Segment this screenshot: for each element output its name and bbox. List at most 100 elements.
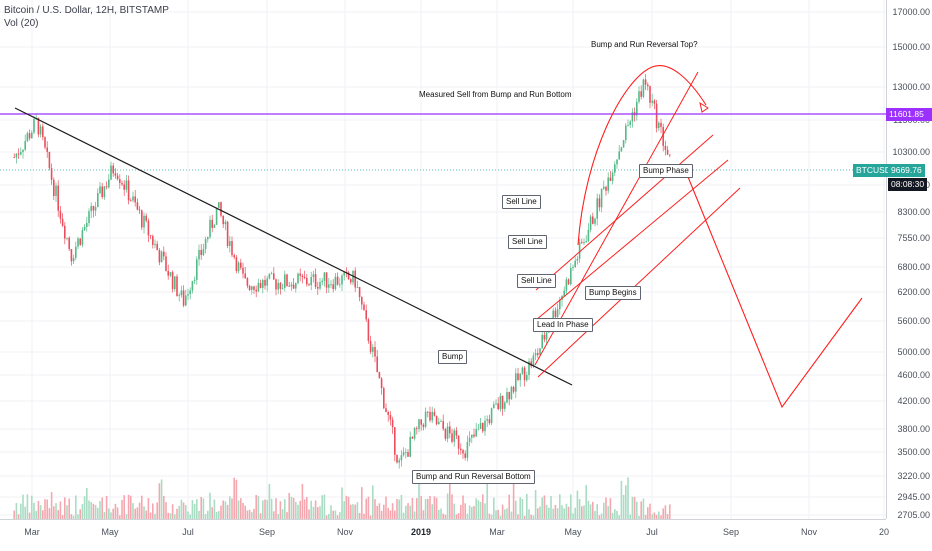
candle-body bbox=[224, 221, 227, 225]
candle-body bbox=[39, 126, 42, 135]
volume-bar bbox=[147, 498, 150, 519]
chart-svg[interactable] bbox=[0, 0, 886, 519]
volume-bar bbox=[321, 495, 324, 519]
channel-line-3[interactable] bbox=[535, 159, 729, 321]
volume-bar bbox=[273, 511, 275, 519]
volume-bar bbox=[149, 512, 152, 519]
annotation-lead-in-phase[interactable]: Lead In Phase bbox=[533, 318, 593, 332]
time-tick-label: Sep bbox=[258, 527, 276, 537]
volume-bar bbox=[354, 504, 357, 519]
annotation-sell-line-3[interactable]: Sell Line bbox=[517, 274, 556, 288]
volume-bar bbox=[332, 510, 335, 519]
candle-body bbox=[88, 211, 90, 224]
candle-body bbox=[167, 271, 170, 276]
candle-body bbox=[116, 175, 119, 180]
candle-body bbox=[391, 419, 394, 428]
channel-line-1[interactable] bbox=[534, 71, 699, 366]
grid bbox=[0, 0, 886, 519]
channel-line-4[interactable] bbox=[537, 187, 741, 378]
volume-bar bbox=[519, 497, 522, 519]
candle-body bbox=[405, 452, 407, 453]
volume-bar bbox=[136, 507, 139, 519]
volume-bar bbox=[565, 503, 568, 519]
price-axis[interactable]: 17000.0015000.0013000.0011500.0010300.00… bbox=[886, 0, 932, 520]
candle-body bbox=[451, 433, 453, 442]
candle-body bbox=[299, 273, 302, 276]
price-tick-label: 3500.00 bbox=[897, 447, 930, 457]
candle-body bbox=[466, 441, 469, 458]
volume-bar bbox=[420, 495, 423, 519]
candle-body bbox=[361, 297, 363, 305]
time-axis[interactable]: Mar May Jul Sep Nov 2019 Mar May Jul Sep Nov 20 bbox=[0, 519, 890, 551]
volume-bar bbox=[528, 509, 530, 519]
channel-line-2[interactable] bbox=[535, 134, 714, 291]
candle-body bbox=[44, 137, 46, 148]
time-tick-label: 20 bbox=[878, 527, 890, 537]
annotation-bump-top[interactable]: Bump and Run Reversal Top? bbox=[591, 40, 698, 49]
candle-body bbox=[103, 186, 106, 198]
candle-body bbox=[398, 460, 401, 463]
candle-body bbox=[462, 450, 464, 454]
volume-bar bbox=[198, 510, 200, 519]
candle-body bbox=[193, 279, 196, 281]
annotation-measured-sell[interactable]: Measured Sell from Bump and Run Bottom bbox=[419, 90, 572, 99]
candle-body bbox=[295, 283, 297, 289]
volume-bar bbox=[211, 507, 214, 519]
candle-body bbox=[592, 216, 594, 224]
candle-body bbox=[59, 210, 62, 219]
volume-bar bbox=[75, 495, 77, 519]
candle-body bbox=[174, 276, 176, 290]
chart-area[interactable]: Bitcoin / U.S. Dollar, 12H, BITSTAMP Vol… bbox=[0, 0, 886, 519]
volume-bar bbox=[204, 513, 207, 519]
candle-body bbox=[394, 427, 396, 455]
candle-body bbox=[248, 285, 251, 290]
candle-body bbox=[332, 284, 335, 290]
candle-body bbox=[664, 145, 667, 150]
candle-body bbox=[244, 273, 247, 279]
volume-bar bbox=[319, 506, 321, 519]
volume-bar bbox=[394, 510, 396, 519]
volume-bar bbox=[79, 509, 82, 519]
volume-bar bbox=[13, 510, 16, 519]
annotation-bump-bottom[interactable]: Bump and Run Reversal Bottom bbox=[412, 470, 535, 484]
bump-top-arc[interactable] bbox=[577, 65, 707, 246]
volume-bar bbox=[636, 501, 638, 519]
annotation-sell-line-1[interactable]: Sell Line bbox=[502, 195, 541, 209]
annotation-bump-begins[interactable]: Bump Begins bbox=[585, 286, 641, 300]
candle-body bbox=[13, 157, 16, 159]
annotation-bump[interactable]: Bump bbox=[438, 350, 467, 364]
candle-body bbox=[83, 227, 86, 231]
candle-body bbox=[574, 260, 577, 268]
drawings[interactable] bbox=[0, 65, 886, 409]
projection-path[interactable] bbox=[685, 171, 863, 409]
candle-body bbox=[312, 274, 315, 278]
time-tick-label: May bbox=[564, 527, 582, 537]
volume-bar bbox=[559, 494, 561, 519]
volume-bar bbox=[633, 496, 636, 519]
candle-body bbox=[211, 219, 214, 228]
volume-bar bbox=[473, 505, 475, 519]
candle-body bbox=[356, 287, 359, 288]
volume-bar bbox=[209, 492, 211, 519]
candle-body bbox=[486, 419, 489, 421]
candle-body bbox=[497, 403, 500, 410]
annotation-bump-phase[interactable]: Bump Phase bbox=[639, 164, 693, 178]
volume-bar bbox=[125, 514, 128, 519]
volume-bar bbox=[616, 510, 618, 519]
volume-bar bbox=[627, 477, 629, 519]
descending-trendline[interactable] bbox=[14, 107, 573, 386]
volume-bar bbox=[376, 505, 379, 519]
volume-bar bbox=[17, 514, 20, 519]
volume-bar bbox=[275, 498, 277, 519]
candle-body bbox=[240, 262, 242, 268]
annotation-sell-line-2[interactable]: Sell Line bbox=[508, 235, 547, 249]
candle-body bbox=[204, 239, 207, 250]
candle-body bbox=[90, 206, 93, 212]
candle-body bbox=[61, 218, 64, 226]
candle-body bbox=[444, 429, 447, 439]
candle-body bbox=[666, 149, 669, 155]
volume-bar bbox=[358, 512, 361, 519]
volume-bar bbox=[512, 477, 515, 519]
candle-body bbox=[385, 408, 387, 413]
candle-body bbox=[341, 275, 343, 285]
